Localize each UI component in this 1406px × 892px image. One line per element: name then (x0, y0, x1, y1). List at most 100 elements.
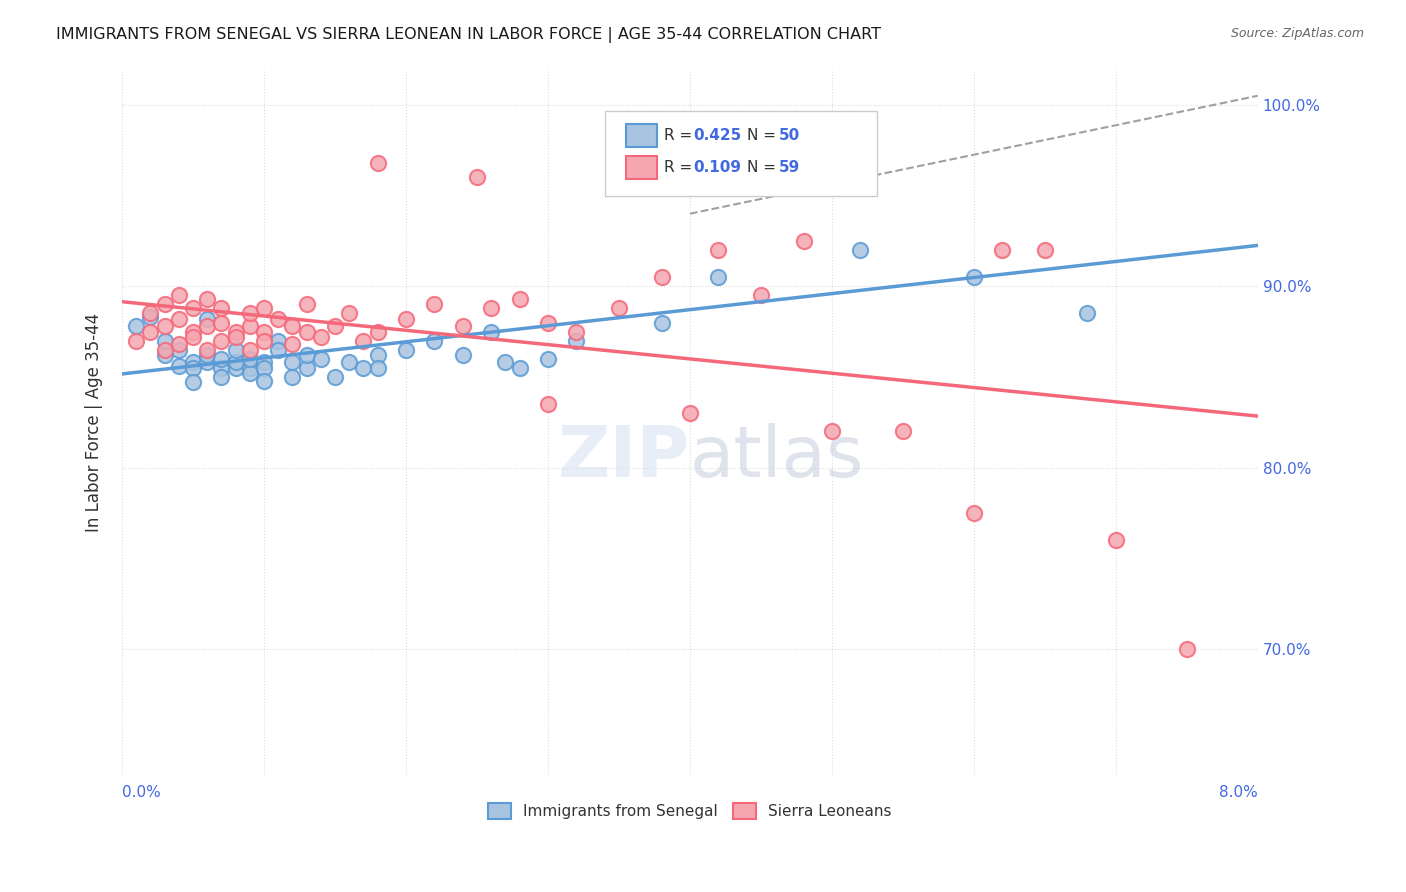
Point (209, 316, 232, 330)
Point (181, 355, 204, 369)
Text: 59: 59 (779, 160, 800, 175)
Point (451, 319, 474, 334)
Point (267, 334, 290, 348)
Point (565, 334, 588, 348)
Point (367, 156, 389, 170)
Point (323, 319, 346, 334)
Point (509, 292, 531, 306)
Point (963, 270, 986, 285)
Point (195, 292, 218, 306)
Point (295, 325, 318, 339)
Point (295, 297, 318, 311)
Point (181, 325, 204, 339)
Point (239, 351, 262, 366)
Point (423, 334, 446, 348)
Point (167, 312, 190, 326)
Point (281, 319, 304, 334)
Point (253, 374, 276, 388)
Point (225, 330, 247, 344)
Legend: Immigrants from Senegal, Sierra Leoneans: Immigrants from Senegal, Sierra Leoneans (482, 797, 898, 825)
Text: 50: 50 (779, 128, 800, 144)
Point (253, 360, 276, 375)
Point (167, 343, 190, 357)
FancyBboxPatch shape (626, 124, 657, 147)
Point (337, 355, 360, 369)
Point (209, 370, 232, 384)
Text: atlas: atlas (690, 423, 865, 492)
Text: N =: N = (747, 128, 780, 144)
Point (295, 348, 318, 362)
Point (209, 334, 232, 348)
Point (153, 297, 176, 311)
Point (367, 348, 389, 362)
Point (849, 243, 872, 257)
Point (139, 325, 162, 339)
Point (209, 360, 232, 375)
Point (352, 334, 374, 348)
Point (239, 367, 262, 381)
Text: 8.0%: 8.0% (1219, 785, 1258, 800)
Point (679, 406, 702, 420)
Point (153, 319, 176, 334)
Point (991, 243, 1014, 257)
Point (651, 270, 673, 285)
Point (707, 270, 730, 285)
Point (167, 359, 190, 373)
Point (494, 355, 516, 369)
Point (225, 325, 247, 339)
Point (181, 330, 204, 344)
Point (707, 243, 730, 257)
Point (1076, 306, 1098, 320)
Point (239, 343, 262, 357)
Point (1175, 642, 1198, 657)
Point (239, 319, 262, 334)
Point (395, 343, 418, 357)
Point (209, 301, 232, 315)
Point (195, 355, 218, 369)
Point (139, 306, 162, 320)
Point (267, 343, 290, 357)
Point (1033, 243, 1056, 257)
Point (337, 306, 360, 320)
Text: Source: ZipAtlas.com: Source: ZipAtlas.com (1230, 27, 1364, 40)
Text: 0.109: 0.109 (693, 160, 741, 175)
Point (281, 370, 304, 384)
Text: 0.425: 0.425 (693, 128, 741, 144)
Point (195, 343, 218, 357)
Y-axis label: In Labor Force | Age 35-44: In Labor Force | Age 35-44 (86, 313, 103, 532)
Point (181, 301, 204, 315)
Point (309, 351, 332, 366)
Point (225, 360, 247, 375)
Point (225, 355, 247, 369)
Point (295, 360, 318, 375)
Point (153, 348, 176, 362)
Point (195, 312, 218, 326)
Point (423, 297, 446, 311)
Point (792, 234, 814, 248)
Point (267, 312, 290, 326)
Point (891, 425, 914, 439)
Point (565, 325, 588, 339)
Point (465, 170, 488, 185)
Text: R =: R = (664, 160, 697, 175)
Point (181, 376, 204, 390)
Point (253, 325, 276, 339)
Text: N =: N = (747, 160, 780, 175)
Text: R =: R = (664, 128, 697, 144)
Point (225, 343, 247, 357)
Point (125, 334, 148, 348)
Point (537, 316, 560, 330)
Point (792, 153, 814, 167)
Point (537, 351, 560, 366)
FancyBboxPatch shape (626, 156, 657, 179)
Point (479, 301, 502, 315)
Point (479, 325, 502, 339)
Text: ZIP: ZIP (558, 423, 690, 492)
Point (1105, 533, 1128, 548)
Point (607, 301, 630, 315)
Point (963, 506, 986, 520)
Point (451, 348, 474, 362)
Point (153, 334, 176, 348)
Point (367, 360, 389, 375)
Point (181, 360, 204, 375)
